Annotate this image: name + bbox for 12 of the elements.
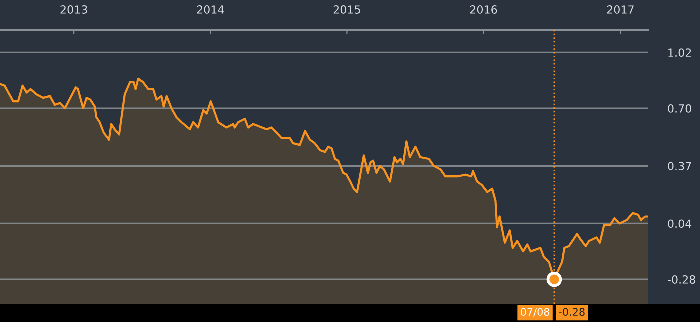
y-tick-label: 0.70	[668, 104, 692, 113]
x-tick-label: 2014	[197, 6, 224, 14]
x-tick-label: 2016	[470, 6, 498, 14]
y-tick-label: -0.28	[668, 276, 696, 284]
x-tick-label: 2013	[60, 6, 88, 14]
y-tick-label: 0.37	[668, 162, 692, 171]
legend-label: 07/08	[520, 308, 550, 317]
x-tick-label: 2017	[607, 6, 634, 14]
y-tick-label: 0.04	[668, 220, 692, 228]
annotation: -0.28	[559, 308, 585, 316]
y-tick-label: 1.02	[668, 48, 692, 58]
x-tick-label: 2015	[334, 6, 360, 14]
